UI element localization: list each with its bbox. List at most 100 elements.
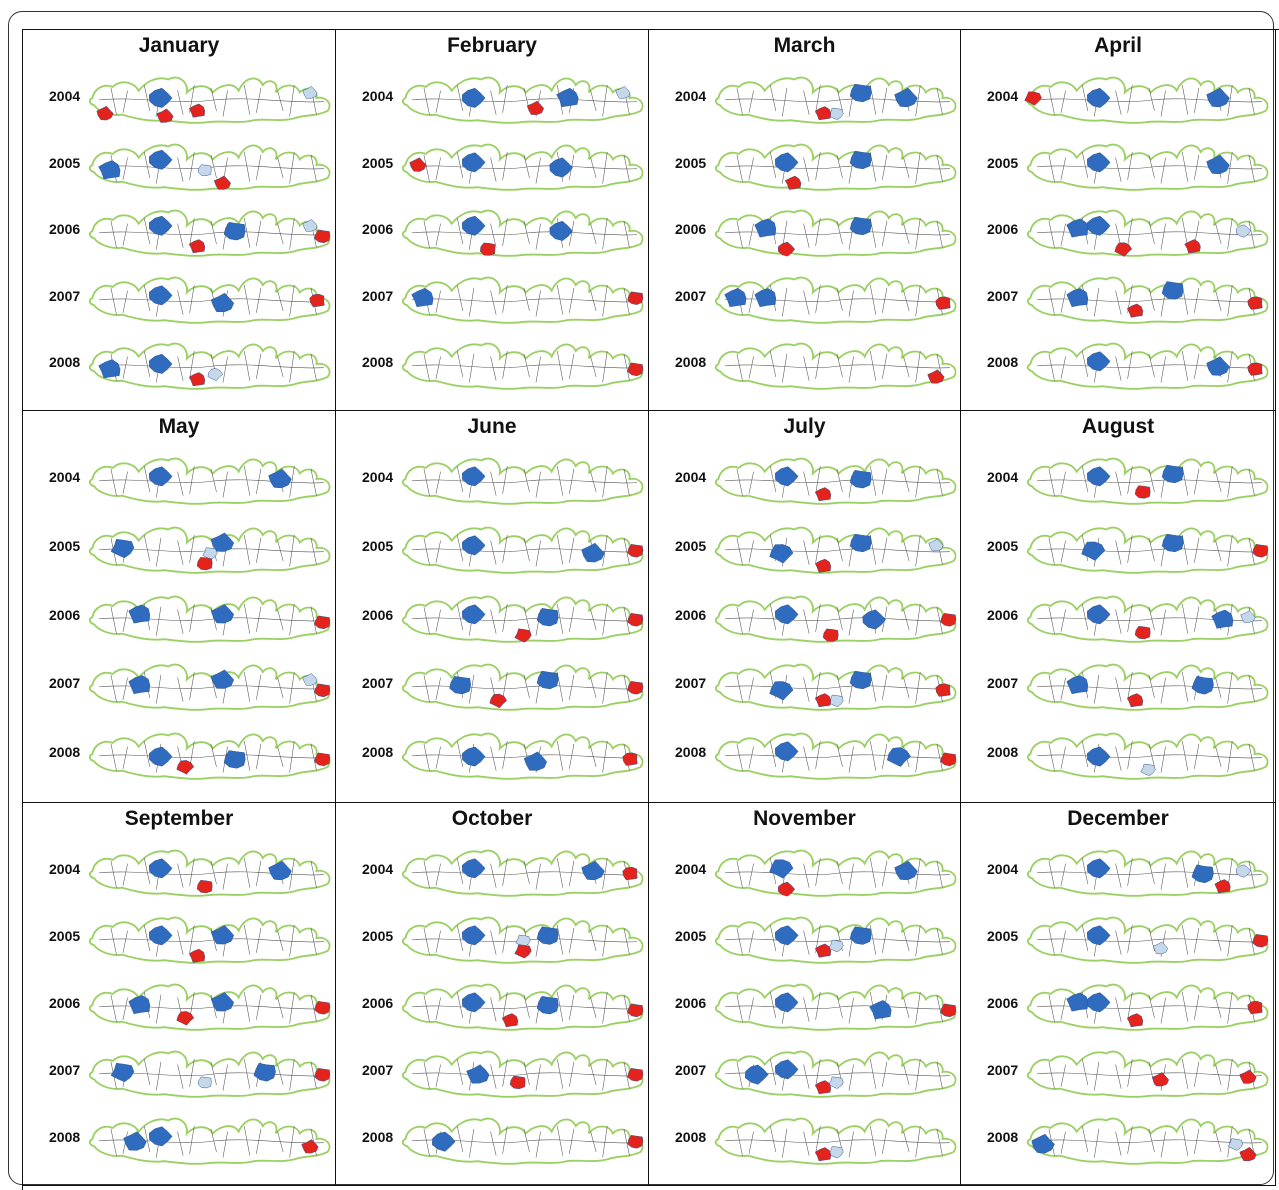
district-line [1227,84,1233,117]
district-line [523,675,530,699]
district-line [310,994,317,1022]
blue-district [1211,609,1234,629]
blue-district [462,604,486,624]
blue-district [149,216,173,236]
district-line [1194,468,1200,494]
year-label: 2005 [49,154,81,171]
district-line [289,218,295,250]
district-map-2004 [401,457,644,505]
district-line [1115,997,1122,1022]
region-outline [714,1117,957,1165]
light-blue-district [302,219,318,232]
district-line [1127,672,1133,701]
district-line [915,351,921,383]
district-line [243,1058,251,1089]
district-line [189,1058,195,1087]
blue-district [1087,992,1111,1013]
blue-district [1087,746,1111,767]
district-line [556,924,564,955]
district-line [222,356,228,383]
region-outline [714,343,957,391]
red-district [314,684,331,698]
light-blue-district [1152,941,1168,955]
district-line [936,154,943,182]
district-line [1115,1064,1122,1089]
district-line [310,743,317,771]
district-line [502,924,508,953]
district-line [1048,354,1055,382]
panel-october: October 2004 2005 2006 2007 2008 [336,803,649,1186]
district-line [836,468,843,493]
district-line [803,677,810,703]
red-district [1126,1013,1144,1028]
district-line [256,287,262,313]
district-line [1227,351,1233,383]
year-label: 2008 [675,1129,707,1145]
district-line [122,90,128,113]
district-line [556,1125,564,1156]
red-district [627,1135,644,1149]
red-district [301,1139,319,1154]
district-line [836,606,843,630]
red-district [526,100,545,115]
red-district [188,239,206,254]
blue-district [449,676,471,695]
blue-district [536,607,559,626]
red-district [627,612,644,627]
district-line [936,743,943,771]
district-line [310,1061,317,1089]
district-line [623,994,630,1022]
district-line [623,675,630,703]
district-line [156,606,162,636]
red-district [1134,625,1151,639]
region-outline [88,1117,331,1165]
district-line [189,151,195,180]
blue-district [1087,351,1111,372]
district-line [869,924,877,955]
district-line [469,287,475,317]
district-line [1036,938,1262,943]
blue-district [149,285,173,306]
blue-district [549,157,573,178]
district-line [222,90,228,117]
district-map-2004 [1024,76,1269,124]
district-line [122,677,128,701]
district-line [423,606,430,634]
district-line [736,1061,743,1089]
district-line [456,1125,464,1153]
district-map-2004 [1026,457,1269,505]
district-line [98,231,324,236]
blue-district [1087,216,1111,236]
year-label: 2006 [49,606,81,623]
district-line [1148,287,1155,311]
month-title: April [1094,34,1142,57]
blue-district [724,287,747,307]
district-line [1194,287,1200,313]
district-line [122,157,128,180]
red-district [814,106,832,121]
district-line [435,930,441,953]
district-line [1048,1061,1055,1089]
district-line [435,356,441,380]
year-label: 2004 [675,88,707,104]
district-line [602,672,608,704]
year-label: 2004 [675,861,707,877]
district-line [143,534,151,561]
district-line [1115,609,1122,634]
district-line [177,1064,184,1089]
district-line [869,534,877,565]
district-line [456,151,464,178]
district-line [1227,465,1233,498]
district-line [1160,223,1166,250]
district-line [569,1061,575,1087]
district-line [1148,537,1155,561]
district-line [623,537,630,565]
year-label: 2007 [675,287,707,304]
district-line [1060,746,1066,770]
district-line [143,351,151,378]
district-line [143,218,151,245]
district-line [736,675,743,703]
district-line [736,1128,743,1156]
district-map-2007 [714,276,957,324]
district-line [748,290,754,313]
